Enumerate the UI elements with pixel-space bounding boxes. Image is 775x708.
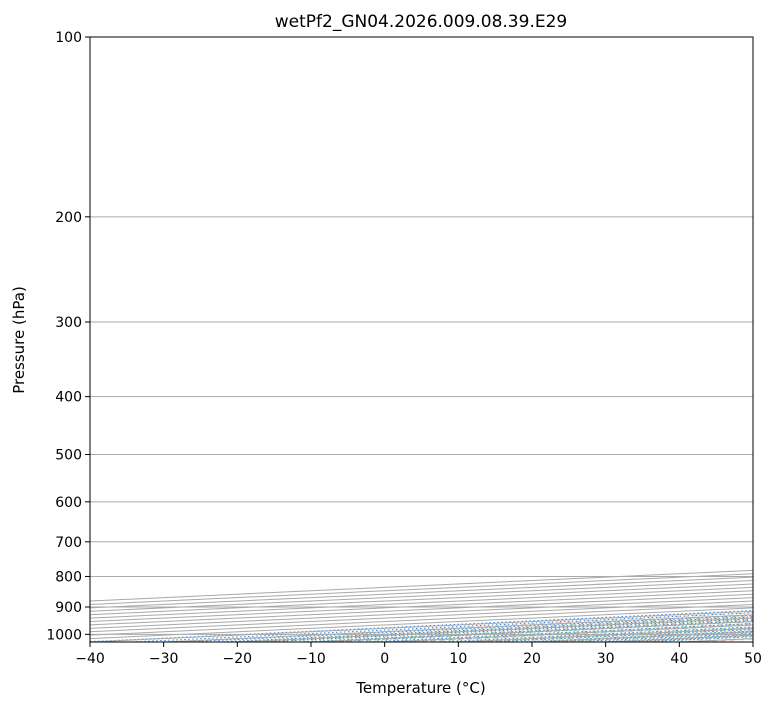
y-tick-label: 400	[55, 390, 82, 406]
moist-adiabat	[255, 616, 753, 642]
dry-adiabat	[689, 638, 753, 642]
x-tick-label: 20	[523, 651, 541, 667]
y-tick-label: 600	[55, 495, 82, 511]
isotherm	[90, 603, 753, 636]
isotherm	[90, 576, 753, 609]
isotherm	[90, 573, 753, 605]
y-axis: 100 200 300 400 500 600 700 800 900 1000	[46, 30, 90, 643]
x-tick-label: 30	[597, 651, 615, 667]
x-tick-label: 40	[670, 651, 688, 667]
moist-adiabat	[516, 630, 753, 642]
mixing-ratio-line	[454, 627, 753, 642]
moist-adiabat	[442, 626, 753, 642]
isotherm	[90, 580, 753, 612]
y-tick-label: 900	[55, 600, 82, 616]
dry-adiabat	[615, 634, 753, 642]
dry-adiabat	[243, 615, 753, 642]
moist-adiabat	[367, 622, 753, 642]
moist-adiabat	[479, 628, 753, 642]
isotherm	[605, 634, 753, 642]
isotherm	[679, 638, 753, 642]
background-lines	[90, 37, 775, 647]
y-axis-label: Pressure (hPa)	[10, 286, 28, 394]
moist-adiabat	[554, 632, 753, 642]
isotherm	[90, 610, 753, 642]
moist-adiabat	[665, 637, 753, 642]
isotherm	[90, 607, 753, 640]
y-tick-label: 300	[55, 315, 82, 331]
x-tick-label: 10	[449, 651, 467, 667]
isotherm	[163, 614, 753, 642]
dry-adiabat	[317, 619, 753, 642]
moist-adiabat	[218, 614, 753, 642]
y-tick-label: 700	[55, 535, 82, 551]
isotherm	[90, 593, 753, 626]
x-axis: −40 −30 −20 −10 0 10 20 30 40 50	[75, 642, 762, 667]
x-tick-label: −40	[75, 651, 105, 667]
dry-adiabat	[754, 37, 775, 647]
x-tick-label: 0	[380, 651, 389, 667]
mixing-ratio-line	[173, 614, 753, 642]
plot-frame	[89, 36, 754, 643]
x-tick-label: −30	[149, 651, 179, 667]
x-tick-label: −10	[296, 651, 326, 667]
isotherm	[237, 617, 753, 642]
isotherm	[90, 597, 753, 629]
isotherm	[90, 583, 753, 616]
chart-title: wetPf2_GN04.2026.009.08.39.E29	[275, 12, 567, 32]
x-tick-label: −20	[223, 651, 253, 667]
x-tick-label: 50	[744, 651, 762, 667]
isotherm	[90, 586, 753, 619]
isotherm	[90, 590, 753, 623]
moist-adiabat	[404, 624, 753, 642]
isotherm	[458, 627, 753, 642]
dry-adiabat	[466, 627, 753, 642]
isotherm	[90, 569, 753, 602]
y-tick-label: 1000	[46, 627, 82, 643]
y-tick-label: 800	[55, 569, 82, 585]
isotherm	[384, 624, 753, 642]
y-tick-label: 200	[55, 210, 82, 226]
mixing-ratio-line	[119, 612, 753, 642]
dry-adiabat	[169, 612, 753, 642]
moist-adiabat	[292, 618, 753, 642]
isotherm	[310, 621, 753, 642]
isotherm	[90, 600, 753, 633]
moist-adiabat	[628, 635, 753, 642]
dry-adiabat	[679, 37, 775, 647]
y-tick-label: 500	[55, 448, 82, 464]
dry-adiabat	[540, 630, 753, 642]
isotherm	[531, 631, 753, 642]
isotherm	[752, 641, 753, 642]
x-axis-label: Temperature (°C)	[355, 679, 485, 697]
dry-adiabat	[392, 623, 753, 642]
moist-adiabat	[591, 634, 753, 642]
mixing-ratio-line	[632, 636, 753, 642]
mixing-ratio-line	[206, 616, 753, 642]
y-tick-label: 100	[55, 30, 82, 46]
moist-adiabat	[330, 620, 753, 642]
